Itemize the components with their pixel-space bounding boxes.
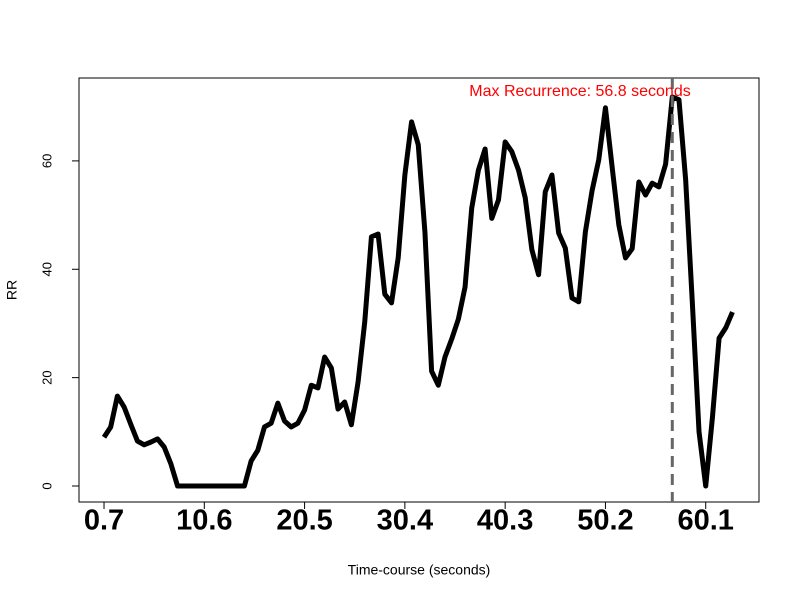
y-tick-label: 40 bbox=[39, 262, 54, 276]
x-tick-label: 60.1 bbox=[677, 505, 733, 537]
data-line bbox=[101, 94, 735, 489]
plot-frame bbox=[78, 77, 760, 503]
x-tick-label: 50.2 bbox=[577, 505, 633, 537]
x-tick-label: 40.3 bbox=[477, 505, 533, 537]
x-tick-label: 20.5 bbox=[276, 505, 332, 537]
x-axis-title: Time-course (seconds) bbox=[348, 562, 491, 578]
y-tick-label: 20 bbox=[39, 370, 54, 384]
x-tick-label: 10.6 bbox=[176, 505, 232, 537]
y-axis-title: RR bbox=[4, 280, 20, 300]
annotation: Max Recurrence: 56.8 seconds bbox=[469, 83, 690, 100]
y-tick-label: 60 bbox=[39, 154, 54, 168]
x-tick-label: 30.4 bbox=[377, 505, 433, 537]
y-tick-label: 0 bbox=[39, 482, 54, 489]
x-tick-label: 0.7 bbox=[84, 505, 124, 537]
